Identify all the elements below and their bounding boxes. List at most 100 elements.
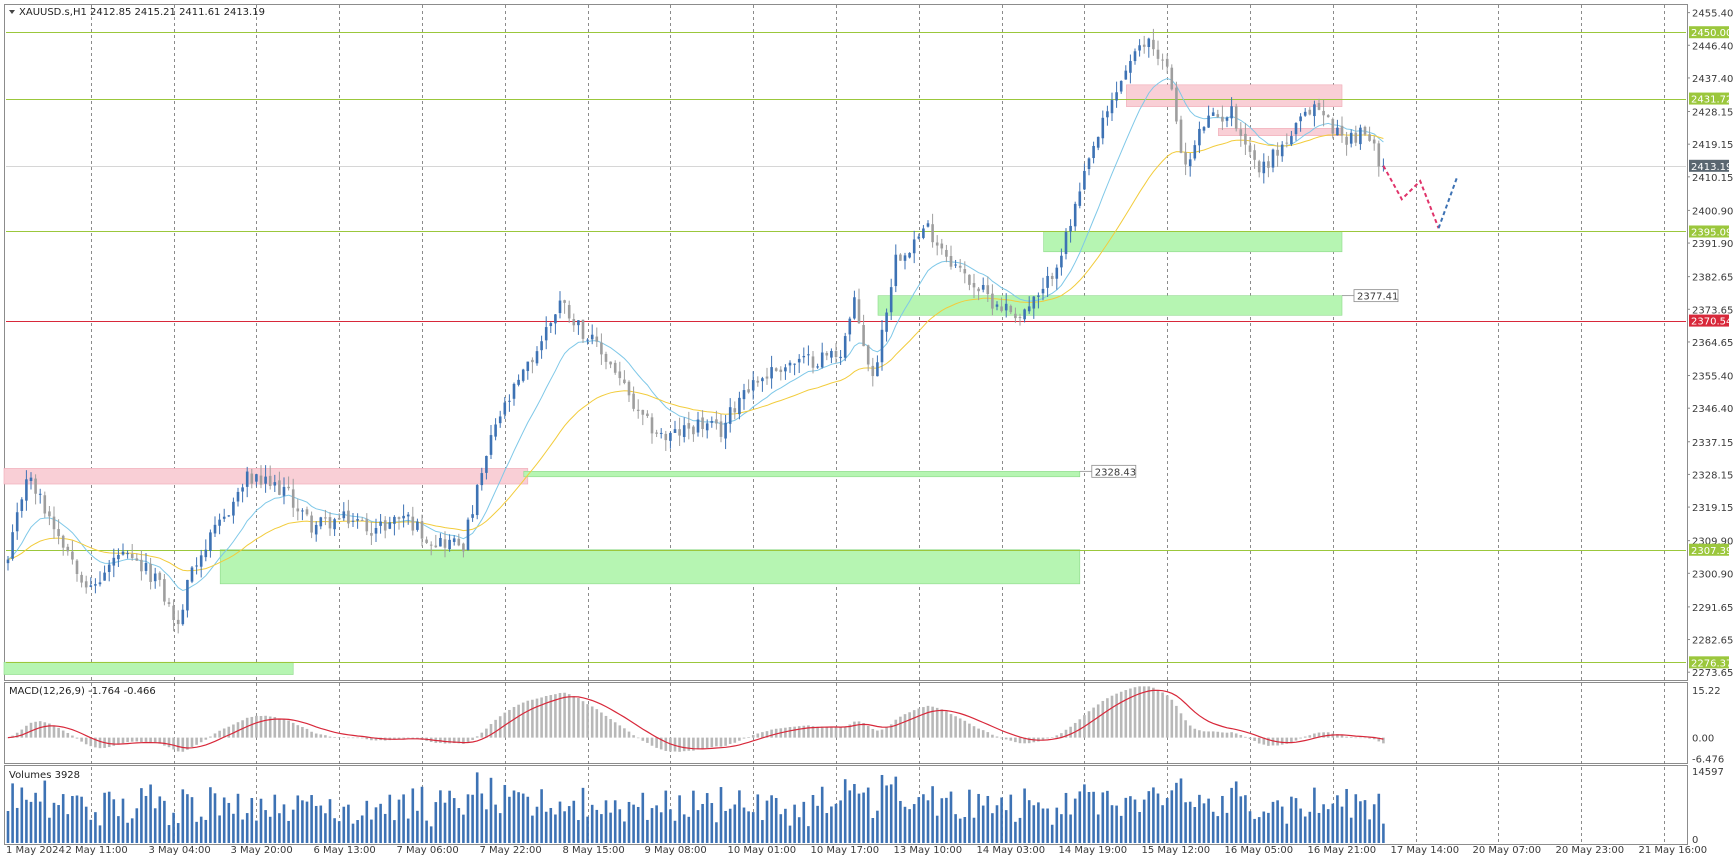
candle[interactable]	[991, 284, 994, 316]
candle[interactable]	[954, 259, 957, 268]
candle[interactable]	[1147, 37, 1151, 58]
candle[interactable]	[351, 512, 355, 527]
candle[interactable]	[784, 364, 787, 380]
candle[interactable]	[1294, 122, 1298, 141]
candle[interactable]	[1133, 48, 1137, 65]
candle[interactable]	[646, 410, 649, 418]
candle[interactable]	[333, 517, 336, 537]
candle[interactable]	[793, 363, 796, 376]
candle[interactable]	[774, 367, 778, 372]
candle[interactable]	[1055, 264, 1059, 290]
candle[interactable]	[512, 382, 516, 406]
candle[interactable]	[199, 549, 203, 578]
candle[interactable]	[130, 543, 134, 561]
candle[interactable]	[894, 244, 898, 293]
candle[interactable]	[328, 512, 332, 536]
candle[interactable]	[756, 376, 760, 387]
candle[interactable]	[1257, 159, 1261, 178]
candle[interactable]	[853, 290, 856, 320]
candle[interactable]	[765, 367, 769, 385]
candle[interactable]	[1216, 109, 1220, 118]
candle[interactable]	[107, 559, 111, 582]
candle[interactable]	[1152, 28, 1155, 56]
candle[interactable]	[1290, 130, 1293, 147]
candle[interactable]	[94, 578, 97, 594]
candle[interactable]	[1060, 248, 1063, 276]
candle[interactable]	[834, 343, 838, 364]
candle[interactable]	[121, 543, 125, 556]
candle[interactable]	[1313, 100, 1316, 127]
candle[interactable]	[1096, 136, 1100, 151]
candle[interactable]	[857, 288, 861, 324]
candle[interactable]	[1188, 153, 1192, 177]
candle[interactable]	[577, 320, 580, 335]
candle[interactable]	[715, 410, 718, 430]
candle[interactable]	[1078, 182, 1082, 209]
candle[interactable]	[117, 548, 120, 567]
candle[interactable]	[439, 533, 442, 547]
candle[interactable]	[301, 508, 304, 521]
candle[interactable]	[558, 291, 562, 319]
candle[interactable]	[471, 505, 474, 522]
candle[interactable]	[908, 252, 911, 259]
candle[interactable]	[1027, 296, 1031, 314]
candle[interactable]	[922, 224, 925, 240]
candle[interactable]	[268, 465, 272, 490]
candle[interactable]	[172, 599, 175, 632]
candle[interactable]	[462, 542, 465, 558]
candle[interactable]	[1087, 157, 1091, 176]
candle[interactable]	[1253, 144, 1256, 169]
candle[interactable]	[1239, 122, 1243, 147]
candle[interactable]	[972, 273, 976, 299]
candle[interactable]	[1234, 103, 1238, 132]
candle[interactable]	[931, 213, 934, 248]
candle[interactable]	[779, 366, 783, 381]
candle[interactable]	[590, 324, 594, 345]
candle[interactable]	[917, 233, 921, 240]
candle[interactable]	[1138, 39, 1141, 57]
candle[interactable]	[604, 351, 608, 370]
candle[interactable]	[1073, 201, 1077, 231]
candle[interactable]	[282, 477, 286, 505]
candle[interactable]	[1184, 142, 1187, 176]
candle[interactable]	[728, 398, 732, 433]
candle[interactable]	[554, 314, 557, 335]
candle[interactable]	[89, 577, 93, 588]
candle[interactable]	[986, 276, 990, 303]
candle[interactable]	[66, 543, 70, 556]
candle[interactable]	[738, 391, 741, 420]
candle[interactable]	[1336, 119, 1339, 136]
candle[interactable]	[567, 300, 571, 323]
candle[interactable]	[425, 536, 428, 544]
candle[interactable]	[876, 355, 879, 377]
candle[interactable]	[899, 253, 902, 261]
candle[interactable]	[75, 559, 79, 582]
candle[interactable]	[29, 472, 33, 490]
candle[interactable]	[1110, 92, 1114, 122]
candle[interactable]	[692, 425, 695, 442]
candle[interactable]	[310, 511, 313, 539]
candle[interactable]	[489, 424, 493, 460]
candle[interactable]	[664, 430, 668, 451]
candle[interactable]	[1064, 228, 1068, 260]
candle[interactable]	[1009, 304, 1013, 315]
candle[interactable]	[287, 476, 290, 491]
candle[interactable]	[1161, 53, 1164, 70]
candle[interactable]	[43, 491, 47, 518]
candle[interactable]	[797, 354, 801, 374]
candle[interactable]	[958, 258, 962, 273]
candle[interactable]	[411, 506, 415, 536]
candle[interactable]	[742, 383, 746, 410]
candle[interactable]	[623, 370, 626, 385]
candle[interactable]	[11, 524, 14, 561]
candle[interactable]	[945, 244, 948, 263]
candle[interactable]	[264, 465, 267, 493]
candle[interactable]	[724, 414, 727, 450]
candle[interactable]	[1106, 105, 1109, 126]
candle[interactable]	[149, 557, 152, 590]
candle[interactable]	[15, 502, 19, 540]
candle[interactable]	[434, 534, 438, 548]
candle[interactable]	[1014, 307, 1017, 323]
